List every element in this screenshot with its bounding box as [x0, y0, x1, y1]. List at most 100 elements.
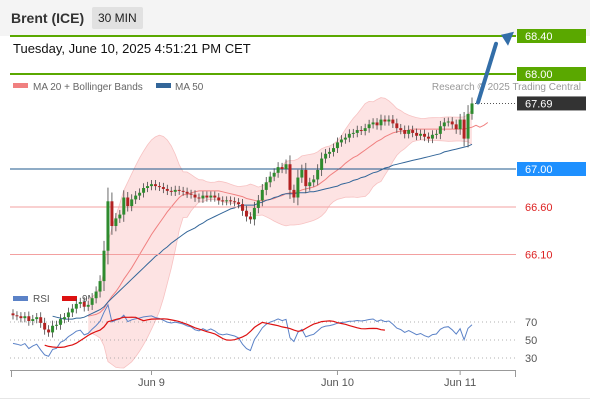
candle-down [450, 121, 454, 125]
candle-up [138, 192, 142, 196]
candle-up [272, 172, 276, 177]
candle-up [264, 182, 268, 190]
resistance-label-68.00: 68.00 [525, 69, 553, 81]
candle-up [118, 214, 122, 219]
datetime-label: Tuesday, June 10, 2025 4:51:21 PM CET [13, 41, 251, 56]
candle-up [332, 148, 336, 152]
forecast-arrow-shaft [476, 41, 498, 105]
candle-up [134, 195, 138, 200]
candle-down [169, 190, 173, 192]
candle-up [446, 121, 450, 123]
candle-up [466, 113, 470, 139]
candle-down [426, 136, 430, 139]
rsi-tick-30: 30 [525, 353, 537, 365]
candle-up [146, 186, 150, 188]
candle-down [197, 197, 201, 199]
candle-down [221, 200, 225, 202]
current-price-label: 67.69 [525, 98, 553, 110]
rsi-9ma-line [44, 316, 385, 349]
candle-up [339, 139, 343, 143]
candle-down [189, 193, 193, 195]
rsi-tick-50: 50 [525, 335, 537, 347]
candle-up [98, 281, 102, 292]
candle-down [403, 130, 407, 134]
candle-up [458, 119, 462, 130]
candle-up [209, 195, 213, 198]
candle-up [442, 122, 446, 127]
legend-swatch-9ma [62, 296, 77, 301]
candle-down [157, 186, 161, 188]
candle-down [415, 132, 419, 136]
candle-up [94, 291, 98, 299]
current-price-tag [517, 96, 586, 111]
legend-label-ma50: MA 50 [175, 82, 204, 93]
candle-up [225, 200, 229, 202]
candle-down [423, 133, 427, 137]
candle-down [110, 201, 114, 226]
candle-down [383, 119, 387, 122]
candle-up [201, 195, 205, 199]
candle-down [185, 191, 189, 194]
legend-swatch-ma20 [13, 83, 28, 88]
candle-down [165, 188, 169, 191]
x-axis: Jun 9 Jun 10 Jun 11 [10, 370, 516, 389]
candle-down [244, 210, 248, 217]
candle-down [193, 194, 197, 198]
legend-swatch-ma50 [156, 83, 171, 88]
candle-down [391, 119, 395, 124]
candle-up [66, 312, 70, 318]
candle-up [328, 151, 332, 154]
candle-down [126, 197, 130, 207]
timeframe-badge[interactable]: 30 MIN [92, 7, 143, 29]
candle-up [434, 133, 438, 135]
candle-up [347, 133, 351, 138]
candle-up [23, 316, 27, 319]
candle-up [256, 200, 260, 208]
candle-down [241, 204, 244, 211]
candle-up [106, 201, 110, 251]
candle-up [276, 167, 280, 173]
candle-up [335, 142, 339, 149]
candle-down [19, 316, 23, 319]
candle-down [411, 130, 415, 133]
candle-down [292, 189, 296, 198]
candle-up [324, 153, 328, 159]
candle-down [229, 200, 233, 202]
bollinger-band [87, 97, 473, 369]
candle-up [419, 133, 423, 136]
candle-up [387, 119, 391, 122]
candle-down [454, 124, 458, 130]
candle-down [153, 184, 157, 187]
legend-label-ma20: MA 20 + Bollinger Bands [33, 82, 143, 93]
candle-up [316, 169, 320, 180]
candle-up [312, 179, 316, 183]
x-tick-label: Jun 10 [321, 377, 354, 389]
candle-up [122, 197, 126, 215]
candle-up [430, 134, 434, 139]
candles [11, 97, 474, 338]
candle-down [11, 313, 15, 316]
pivot-tag-67.00 [517, 162, 586, 176]
candle-down [39, 317, 43, 323]
candle-down [82, 302, 86, 307]
candle-up [296, 177, 300, 198]
candle-up [51, 325, 55, 333]
resistance-tag-68.40 [517, 29, 586, 43]
candle-up [90, 298, 94, 305]
candle-up [300, 169, 304, 178]
candle-up [308, 182, 312, 187]
rsi-panel: 70 50 30 [10, 303, 537, 365]
candle-down [304, 169, 308, 187]
candle-down [205, 195, 209, 198]
candle-up [438, 126, 442, 134]
candle-down [213, 195, 217, 198]
rsi-line [12, 303, 473, 357]
x-tick-label: Jun 11 [444, 377, 476, 389]
candle-down [399, 128, 403, 131]
x-tick-label: Jun 9 [138, 377, 165, 389]
candle-up [114, 218, 118, 226]
candle-down [177, 189, 181, 191]
candle-up [74, 303, 78, 309]
